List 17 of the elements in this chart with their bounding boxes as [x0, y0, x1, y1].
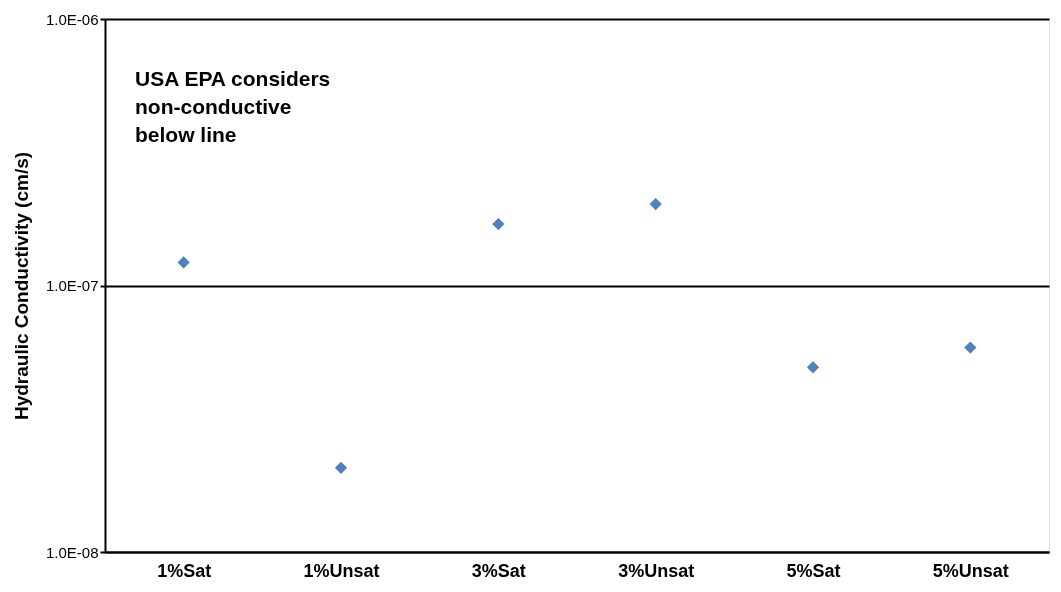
- point: [964, 341, 977, 354]
- y-tick-label: 1.0E-07: [45, 277, 99, 294]
- y-tick-label: 1.0E-08: [45, 543, 99, 561]
- point: [649, 198, 662, 211]
- y-tick-label: 1.0E-06: [45, 10, 99, 28]
- point: [334, 461, 348, 474]
- x-tick-label: 5%Sat: [786, 560, 841, 581]
- x-tick-label: 5%Unsat: [932, 560, 1009, 581]
- x-tick-label: 1%Unsat: [303, 560, 380, 581]
- y-axis-title: Hydraulic Conductivity (cm/s): [10, 151, 32, 421]
- point: [177, 256, 190, 269]
- x-tick-label: 3%Unsat: [618, 560, 695, 581]
- point: [806, 361, 820, 374]
- point: [492, 217, 505, 231]
- annotation: USA EPA considers non-conductive below line: [135, 67, 331, 146]
- x-tick-label: 3%Sat: [471, 560, 526, 581]
- x-tick-label: 1%Sat: [157, 560, 212, 581]
